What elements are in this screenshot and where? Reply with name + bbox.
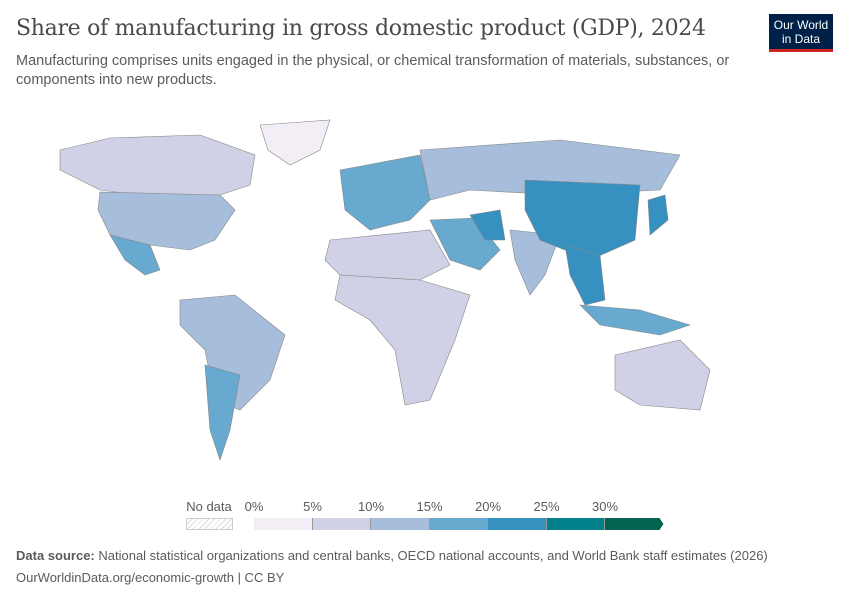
country-iran[interactable] [469, 209, 506, 241]
legend-bin[interactable] [546, 518, 605, 530]
legend-tick: 30% [591, 499, 619, 514]
source-label: Data source: [16, 548, 95, 563]
legend-tick: 5% [303, 499, 322, 514]
world-map[interactable] [0, 110, 850, 490]
legend-tick: 25% [533, 499, 560, 514]
country-southeast-asia[interactable] [564, 244, 606, 306]
country-australia[interactable] [614, 339, 711, 411]
country-europe[interactable] [339, 154, 431, 231]
owid-logo[interactable]: Our World in Data [769, 14, 833, 52]
country-sub-saharan-africa[interactable] [334, 274, 471, 406]
legend-bin[interactable] [605, 518, 664, 530]
legend-no-data-swatch [186, 518, 233, 530]
legend-tick: 0% [244, 499, 264, 514]
legend-bin[interactable] [371, 518, 430, 530]
chart-title: Share of manufacturing in gross domestic… [16, 16, 706, 41]
legend-tick: 10% [357, 499, 385, 514]
legend-tick: 20% [474, 499, 502, 514]
source-text: National statistical organizations and c… [98, 548, 768, 563]
country-greenland[interactable] [259, 119, 331, 166]
data-source: Data source: National statistical organi… [16, 548, 768, 563]
legend-bin[interactable] [488, 518, 547, 530]
legend: No data 0% 5% 10% 15% 20% 25% 30% [180, 497, 670, 532]
country-japan[interactable] [647, 194, 669, 236]
legend-bin[interactable] [429, 518, 488, 530]
country-argentina[interactable] [204, 364, 241, 461]
country-south-america[interactable] [179, 294, 286, 411]
legend-no-data-label: No data [186, 499, 232, 514]
country-united-states[interactable] [97, 191, 236, 251]
country-canada[interactable] [59, 134, 256, 196]
chart-subtitle: Manufacturing comprises units engaged in… [16, 53, 730, 88]
country-indonesia[interactable] [579, 304, 691, 336]
legend-tick: 15% [416, 499, 443, 514]
legend-bin[interactable] [312, 518, 371, 530]
legend-bin[interactable] [254, 518, 313, 530]
country-north-africa[interactable] [324, 229, 451, 281]
footer-url[interactable]: OurWorldinData.org/economic-growth | CC … [16, 570, 285, 585]
country-mexico[interactable] [109, 234, 161, 276]
